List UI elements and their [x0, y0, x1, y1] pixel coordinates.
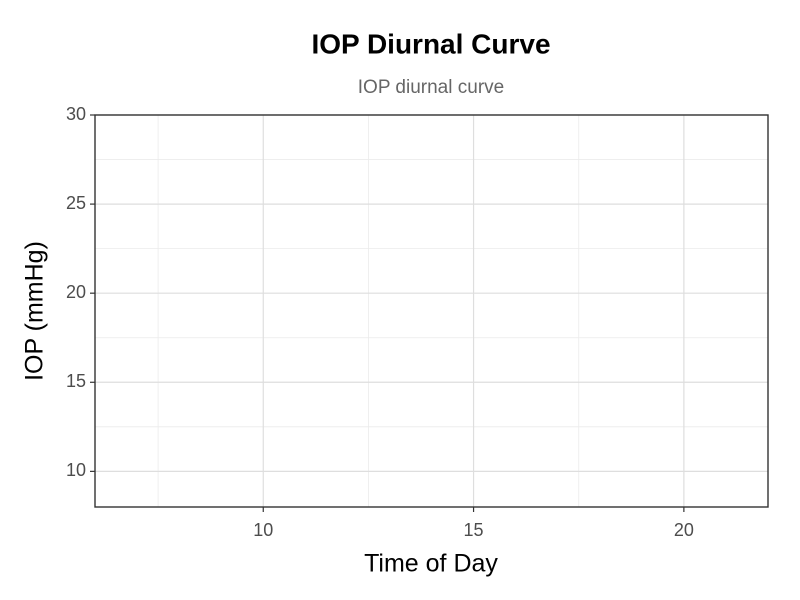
panel-border	[94, 114, 769, 508]
x-tick-label: 15	[464, 520, 484, 540]
chart-subtitle: IOP diurnal curve	[358, 77, 504, 98]
y-tick-label: 10	[66, 460, 86, 480]
y-tick-label: 20	[66, 282, 86, 302]
y-tick-label: 15	[66, 371, 86, 391]
x-axis-label: Time of Day	[364, 550, 498, 578]
x-tick-label: 20	[674, 520, 694, 540]
y-axis-label: IOP (mmHg)	[21, 241, 49, 381]
x-tick-label: 10	[253, 520, 273, 540]
y-tick-label: 30	[66, 104, 86, 124]
chart-title: IOP Diurnal Curve	[311, 28, 550, 59]
y-tick-label: 25	[66, 193, 86, 213]
